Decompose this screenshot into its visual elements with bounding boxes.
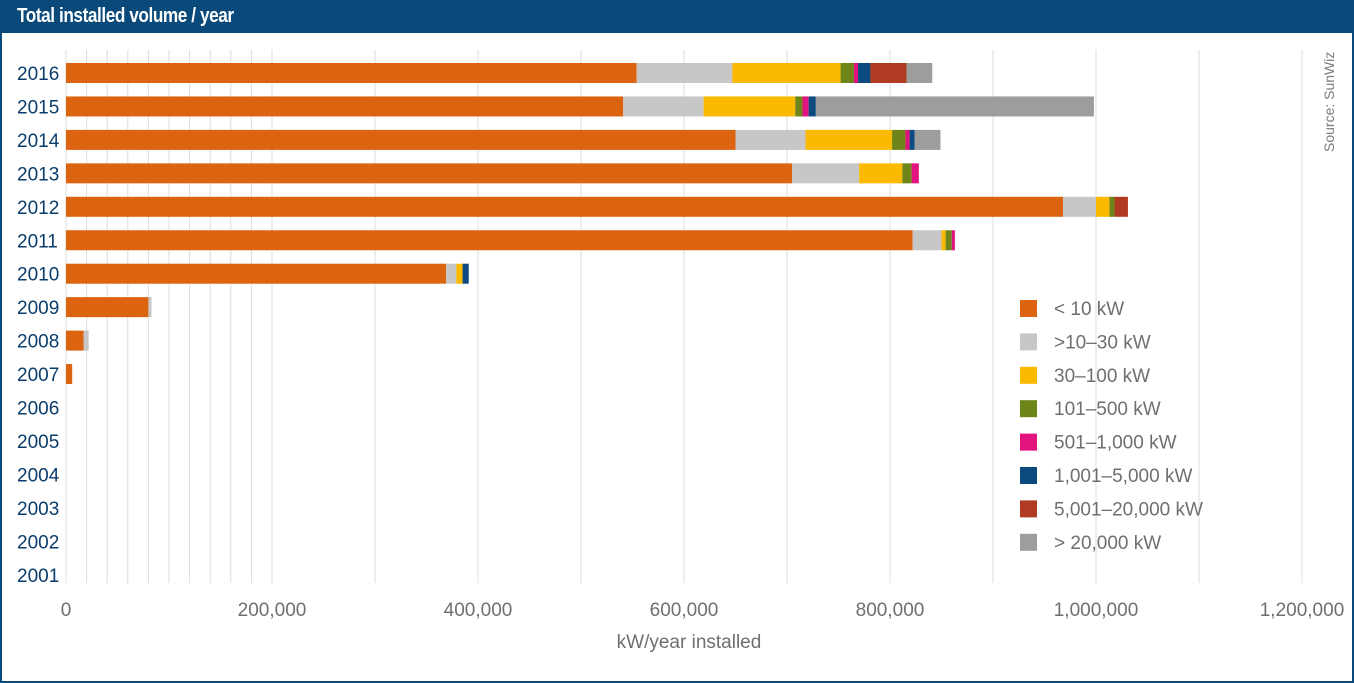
- x-tick-label: 1,000,000: [1054, 600, 1139, 621]
- bar-segment-2013-s4: [911, 163, 919, 184]
- bar-segment-2014-s0: [66, 129, 736, 150]
- y-tick-label-2014: 2014: [17, 131, 60, 152]
- x-tick-label: 800,000: [856, 600, 925, 621]
- bar-segment-2011-s1: [912, 230, 942, 251]
- x-tick-label: 0: [61, 600, 72, 621]
- bar-segment-2013-s0: [66, 163, 793, 184]
- legend-label: 1,001–5,000 kW: [1054, 466, 1192, 487]
- x-axis-ticks: 0 200,000 400,000 600,000 800,000 1,000,000 1,…: [61, 600, 1345, 621]
- bar-segment-2012-s3: [1109, 196, 1115, 217]
- bar-segment-2013-s1: [792, 163, 860, 184]
- legend-swatch: [1020, 300, 1037, 317]
- y-axis-labels: 2016 2015 2014 2013 2012 2011 2010 2009 2008 2007…: [17, 64, 60, 587]
- bar-segment-2015-s5: [808, 96, 816, 117]
- bar-segment-2010-s5: [462, 263, 469, 284]
- bar-segment-2009-s1: [148, 297, 152, 318]
- bar-segment-2010-s1: [446, 263, 457, 284]
- legend-label: < 10 kW: [1054, 299, 1124, 320]
- bar-segment-2011-s4: [951, 230, 955, 251]
- bar-segment-2010-s0: [66, 263, 447, 284]
- x-tick-label: 400,000: [444, 600, 513, 621]
- y-tick-label-2002: 2002: [17, 532, 59, 553]
- bar-segment-2012-s1: [1063, 196, 1096, 217]
- bar-segment-2014-s7: [914, 129, 941, 150]
- y-tick-label-2011: 2011: [17, 231, 58, 252]
- y-tick-label-2007: 2007: [17, 365, 59, 386]
- legend-swatch: [1020, 366, 1037, 384]
- x-axis-label: kW/year installed: [617, 632, 762, 653]
- chart-header: Total installed volume / year: [0, 0, 1354, 33]
- bar-segment-2012-s2: [1096, 196, 1110, 217]
- legend-swatch: [1020, 333, 1037, 351]
- bar-segment-2012-s0: [66, 196, 1064, 217]
- x-tick-label: 1,200,000: [1260, 600, 1345, 621]
- bar-segment-2015-s4: [802, 96, 809, 117]
- bar-segment-2013-s2: [859, 163, 903, 184]
- legend-label: >10–30 kW: [1054, 332, 1151, 353]
- y-tick-label-2015: 2015: [17, 97, 59, 118]
- bar-segment-2011-s2: [941, 230, 946, 251]
- y-tick-label-2003: 2003: [17, 499, 59, 520]
- bar-segment-2016-s2: [732, 63, 841, 83]
- legend-label: 30–100 kW: [1054, 366, 1150, 387]
- chart-title: Total installed volume / year: [17, 5, 234, 27]
- bar-segment-2016-s3: [840, 63, 854, 83]
- bar-segment-2014-s4: [905, 129, 910, 150]
- legend-label: 5,001–20,000 kW: [1054, 499, 1203, 520]
- bar-segment-2012-s6: [1114, 196, 1128, 217]
- legend-label: > 20,000 kW: [1054, 533, 1161, 554]
- bar-segment-2015-s3: [795, 96, 803, 117]
- bar-segment-2016-s4: [853, 63, 859, 83]
- y-tick-label-2006: 2006: [17, 399, 59, 420]
- bar-segment-2014-s5: [909, 129, 915, 150]
- bar-segment-2014-s3: [892, 129, 906, 150]
- legend-label: 101–500 kW: [1054, 399, 1161, 420]
- y-tick-label-2010: 2010: [17, 265, 59, 286]
- bar-segment-2015-s7: [815, 96, 1094, 117]
- bar-segment-2014-s1: [735, 129, 806, 150]
- bar-segment-2011-s0: [66, 230, 913, 251]
- y-tick-label-2012: 2012: [17, 198, 59, 219]
- bar-segment-2008-s0: [66, 330, 84, 351]
- bar-segment-2013-s3: [902, 163, 912, 184]
- legend-label: 501–1,000 kW: [1054, 433, 1177, 454]
- bar-segment-2016-s5: [858, 63, 871, 83]
- legend-swatch: [1020, 433, 1037, 451]
- y-tick-label-2016: 2016: [17, 64, 59, 85]
- bar-segment-2015-s1: [623, 96, 704, 117]
- y-tick-label-2001: 2001: [17, 566, 59, 587]
- x-tick-label: 200,000: [238, 600, 307, 621]
- source-note: Source: SunWiz: [1321, 52, 1337, 152]
- legend-swatch: [1020, 500, 1037, 518]
- y-tick-label-2004: 2004: [17, 465, 60, 486]
- bar-segment-2008-s1: [83, 330, 89, 351]
- y-tick-label-2009: 2009: [17, 298, 59, 319]
- bar-segment-2016-s6: [870, 63, 907, 83]
- bars: [66, 63, 1128, 385]
- bar-segment-2010-s2: [456, 263, 463, 284]
- x-tick-label: 600,000: [650, 600, 719, 621]
- y-tick-label-2008: 2008: [17, 332, 59, 353]
- y-tick-label-2005: 2005: [17, 432, 59, 453]
- legend-swatch: [1020, 467, 1037, 484]
- bar-segment-2015-s2: [703, 96, 796, 117]
- bar-segment-2016-s0: [66, 63, 637, 83]
- legend-swatch: [1020, 400, 1037, 418]
- legend: < 10 kW >10–30 kW 30–100 kW 101–500 kW 501–1…: [1020, 299, 1203, 554]
- bar-segment-2009-s0: [66, 297, 149, 318]
- bar-segment-2015-s0: [66, 96, 624, 117]
- y-tick-label-2013: 2013: [17, 164, 59, 185]
- bar-segment-2016-s7: [906, 63, 933, 83]
- bar-segment-2007-s0: [66, 364, 73, 385]
- bar-segment-2014-s2: [805, 129, 893, 150]
- bar-segment-2011-s3: [945, 230, 952, 251]
- legend-swatch: [1020, 533, 1037, 551]
- bar-segment-2016-s1: [636, 63, 733, 83]
